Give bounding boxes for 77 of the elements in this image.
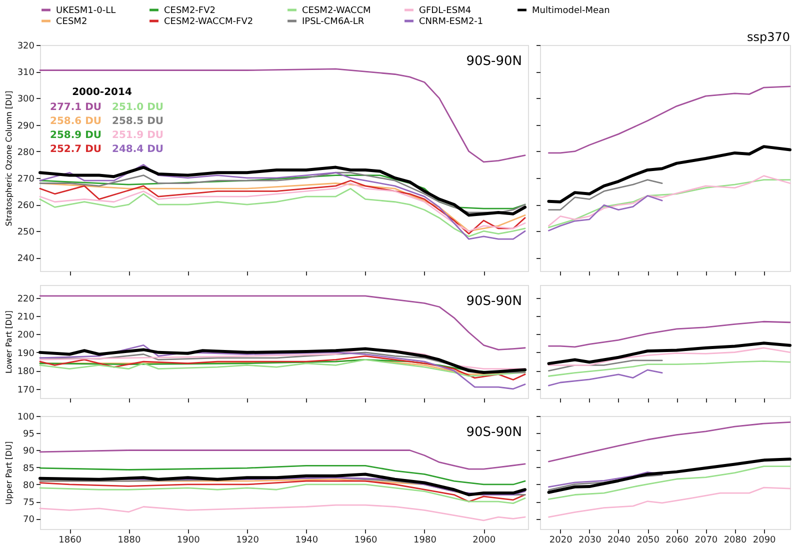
y-tick-label: 70	[23, 515, 35, 526]
x-tick-label: 2030	[578, 536, 602, 546]
annotation: 252.7 DU	[50, 144, 102, 155]
y-tick-label: 290	[17, 121, 35, 132]
y-tick-label: 300	[17, 94, 35, 105]
line-series	[38, 472, 527, 496]
annotation: 90S-90N	[466, 294, 522, 309]
line-series	[39, 295, 526, 350]
y-tick-label: 220	[17, 294, 35, 304]
y-axis-title: Lower Part [DU]	[4, 310, 14, 374]
y-tick-label: 80	[23, 480, 35, 491]
annotation: 251.0 DU	[112, 102, 164, 113]
chart-title: ssp370	[746, 30, 790, 44]
y-tick-label: 250	[17, 228, 35, 238]
line-series	[39, 164, 526, 240]
annotation: 90S-90N	[466, 425, 522, 440]
y-tick-label: 85	[23, 464, 34, 474]
annotation: 248.4 DU	[112, 144, 164, 155]
x-tick-label: 1860	[58, 536, 82, 546]
y-tick-label: 200	[17, 330, 35, 341]
line-series	[39, 484, 526, 504]
y-tick-label: 75	[23, 498, 34, 508]
legend-label: UKESM1-0-LL	[56, 6, 116, 16]
y-tick-label: 90	[23, 446, 35, 457]
line-series	[39, 188, 526, 238]
legend-label: Multimodel-Mean	[532, 6, 610, 16]
y-axis-title: Stratospheric Ozone Column [DU]	[4, 90, 14, 226]
y-tick-label: 280	[17, 148, 35, 158]
x-tick-label: 1940	[295, 536, 318, 546]
x-tick-label: 2090	[752, 536, 776, 546]
x-tick-label: 2060	[666, 536, 689, 546]
y-tick-label: 180	[17, 367, 35, 378]
y-tick-label: 95	[23, 430, 34, 440]
annotation: 2000-2014	[72, 87, 132, 98]
legend-label: GFDL-ESM4	[419, 6, 472, 16]
line-series	[39, 450, 526, 470]
y-tick-label: 260	[17, 201, 35, 212]
x-tick-label: 2020	[549, 536, 573, 546]
legend-label: CESM2	[56, 17, 88, 27]
x-tick-label: 2000	[472, 536, 496, 546]
x-tick-label: 2050	[636, 536, 660, 546]
x-tick-label: 2040	[608, 536, 631, 546]
legend-label: IPSL-CM6A-LR	[302, 17, 364, 27]
y-tick-label: 210	[17, 312, 35, 322]
line-series	[39, 344, 526, 390]
annotation: 258.9 DU	[50, 130, 102, 141]
annotation: 90S-90N	[466, 54, 522, 69]
x-tick-label: 2070	[694, 536, 718, 546]
x-tick-label: 1980	[414, 536, 437, 546]
line-series	[39, 504, 526, 522]
line-series	[39, 355, 526, 380]
line-series	[39, 480, 526, 502]
line-series	[38, 166, 527, 217]
annotation: 258.5 DU	[112, 116, 164, 127]
line-series	[39, 68, 526, 163]
annotation: 258.6 DU	[50, 116, 102, 127]
x-tick-label: 1880	[118, 536, 141, 546]
x-tick-label: 1900	[176, 536, 200, 546]
y-axis-title: Upper Part [DU]	[4, 441, 14, 505]
x-tick-label: 2080	[724, 536, 747, 546]
line-series	[38, 347, 527, 374]
y-tick-label: 100	[17, 412, 35, 422]
y-tick-label: 320	[17, 42, 35, 52]
x-tick-label: 1920	[236, 536, 260, 546]
legend-label: CESM2-WACCM-FV2	[164, 17, 254, 27]
annotation: 277.1 DU	[50, 102, 102, 113]
legend-label: CESM2-WACCM	[302, 6, 371, 16]
y-tick-label: 310	[17, 68, 35, 78]
line-series	[39, 464, 526, 486]
annotation: 251.9 DU	[112, 130, 164, 141]
y-tick-label: 240	[17, 254, 35, 264]
y-tick-label: 170	[17, 385, 35, 396]
legend-label: CESM2-FV2	[164, 6, 216, 16]
y-tick-label: 270	[17, 174, 35, 184]
x-tick-label: 1960	[354, 536, 378, 546]
y-tick-label: 190	[17, 348, 35, 359]
legend-label: CNRM-ESM2-1	[419, 17, 484, 27]
